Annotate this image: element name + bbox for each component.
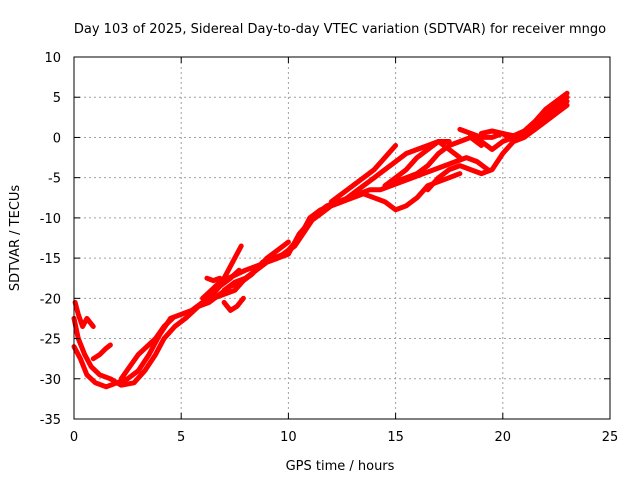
plot-area: [74, 57, 610, 419]
y-tick-label: 5: [53, 91, 61, 106]
y-tick-label: -15: [40, 252, 61, 267]
x-tick-label: 25: [602, 430, 619, 445]
series-line-pass-9: [204, 275, 223, 284]
series-line-pass-8: [200, 139, 452, 301]
x-tick-label: 20: [495, 430, 512, 445]
axis-ticks: 0 5 10 15 20 25 10 5 0 -5 -10 -15 -20 -25 -30 -35: [40, 51, 619, 445]
series-line-pass-14: [393, 134, 484, 185]
series-line-pass-12: [328, 143, 399, 205]
x-tick-label: 5: [177, 430, 185, 445]
plot-frame: [73, 56, 611, 420]
y-tick-label: -25: [40, 333, 61, 348]
series-line-pass-5: [118, 315, 176, 382]
x-tick-label: 10: [280, 430, 297, 445]
series-line-pass-3: [72, 299, 96, 329]
series-line-pass-15: [425, 98, 570, 193]
series-line-pass-11: [221, 239, 291, 293]
series-line-pass-4: [90, 342, 113, 362]
x-tick-label: 0: [70, 430, 78, 445]
series-line-pass-10: [221, 295, 246, 313]
y-tick-label: -10: [40, 212, 61, 227]
y-tick-label: -30: [40, 373, 61, 388]
y-tick-label: 10: [44, 51, 61, 66]
y-tick-label: -5: [48, 172, 61, 187]
y-tick-label: -20: [40, 292, 61, 307]
y-tick-label: -35: [40, 413, 61, 428]
data-series: [71, 90, 570, 390]
x-tick-label: 15: [387, 430, 404, 445]
x-axis-label: GPS time / hours: [286, 459, 395, 474]
y-axis-label: SDTVAR / TECUs: [8, 185, 23, 292]
series-line-pass-17: [468, 102, 570, 152]
series-line-pass-2: [71, 267, 242, 388]
chart-title: Day 103 of 2025, Sidereal Day-to-day VTE…: [74, 22, 606, 37]
y-tick-label: 0: [53, 131, 61, 146]
series-line-pass-18: [478, 94, 570, 144]
